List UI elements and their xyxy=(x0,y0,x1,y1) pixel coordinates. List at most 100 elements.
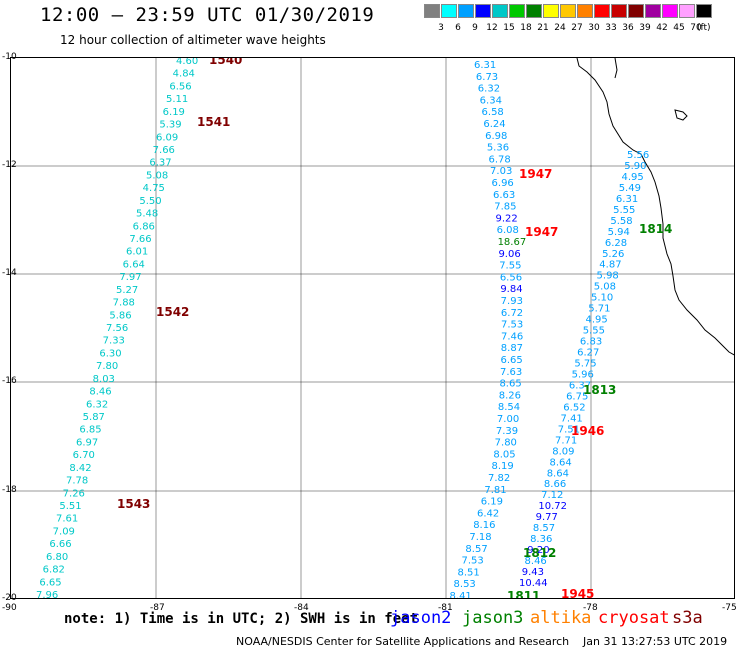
swh-reading: 8.41 xyxy=(450,591,472,599)
legend-swatch xyxy=(560,4,576,18)
swh-reading: 7.12 xyxy=(541,490,563,501)
swh-reading: 9.06 xyxy=(498,249,520,260)
lake-shape xyxy=(674,109,688,121)
swh-reading: 4.95 xyxy=(585,315,607,326)
timestamp: Jan 31 13:27:53 UTC 2019 xyxy=(583,635,728,648)
legend-swatch xyxy=(611,4,627,18)
swh-reading: 7.41 xyxy=(561,413,583,424)
swh-reading: 8.03 xyxy=(93,374,115,385)
swh-reading: 6.97 xyxy=(76,437,98,448)
swh-reading: 9.77 xyxy=(536,512,558,523)
swh-reading: 7.66 xyxy=(129,234,151,245)
x-axis-tick-label: -78 xyxy=(583,603,598,613)
swh-reading: 6.56 xyxy=(169,81,191,92)
swh-reading: 7.82 xyxy=(488,473,510,484)
swh-reading: 8.64 xyxy=(547,468,569,479)
swh-reading: 7.56 xyxy=(106,323,128,334)
swh-reading: 7.18 xyxy=(469,532,491,543)
swh-reading: 6.37 xyxy=(569,380,591,391)
swh-reading: 5.75 xyxy=(574,359,596,370)
pass-label: 1947 xyxy=(525,225,558,239)
swh-reading: 6.65 xyxy=(500,355,522,366)
swh-reading: 6.82 xyxy=(43,565,65,576)
legend-label: 15 xyxy=(503,23,515,33)
swh-reading: 6.34 xyxy=(480,95,502,106)
swh-reading: 6.58 xyxy=(482,107,504,118)
legend-label: 27 xyxy=(571,23,583,33)
swh-reading: 6.19 xyxy=(163,107,185,118)
swh-reading: 8.57 xyxy=(465,544,487,555)
y-axis-tick-label: -20 xyxy=(2,593,17,603)
swh-reading: 8.19 xyxy=(491,461,513,472)
legend-label: 39 xyxy=(639,23,651,33)
swh-reading: 8.53 xyxy=(454,579,476,590)
swh-reading: 18.67 xyxy=(498,237,527,248)
footer-note: note: 1) Time is in UTC; 2) SWH is in fe… xyxy=(64,611,419,627)
legend-swatch xyxy=(441,4,457,18)
legend-swatch xyxy=(526,4,542,18)
swh-reading: 6.80 xyxy=(46,552,68,563)
pass-label: 1947 xyxy=(519,167,552,181)
map-title: 12:00 – 23:59 UTC 01/30/2019 xyxy=(40,4,375,26)
swh-reading: 5.11 xyxy=(166,94,188,105)
swh-reading: 6.19 xyxy=(481,497,503,508)
swh-reading: 7.88 xyxy=(113,298,135,309)
legend-label: 30 xyxy=(588,23,600,33)
swh-reading: 8.57 xyxy=(533,523,555,534)
swh-reading: 7.85 xyxy=(494,202,516,213)
swh-reading: 8.16 xyxy=(473,520,495,531)
y-axis-tick-label: -14 xyxy=(2,268,17,278)
swh-reading: 7.97 xyxy=(119,272,141,283)
swh-reading: 6.01 xyxy=(126,247,148,258)
legend-label: 24 xyxy=(554,23,566,33)
legend-label: 3 xyxy=(438,23,444,33)
swh-reading: 8.42 xyxy=(69,463,91,474)
legend-swatch xyxy=(594,4,610,18)
legend-label: 36 xyxy=(622,23,634,33)
y-axis-tick-label: -18 xyxy=(2,485,17,495)
legend-unit: (ft) xyxy=(697,23,711,33)
swh-reading: 8.46 xyxy=(89,387,111,398)
pass-label: 1540 xyxy=(209,58,242,67)
swh-reading: 5.10 xyxy=(591,293,613,304)
swh-reading: 7.55 xyxy=(499,261,521,272)
swh-reading: 4.87 xyxy=(599,260,621,271)
pass-label: 1814 xyxy=(639,222,672,236)
swh-reading: 9.22 xyxy=(495,213,517,224)
map-plot[interactable]: 4.60 4.84 6.56 5.11 6.19 5.39 6.09 7.66 6.37 5.08… xyxy=(10,57,735,599)
swh-reading: 5.39 xyxy=(159,120,181,131)
swh-reading: 5.71 xyxy=(588,304,610,315)
satellite-label-jason2: jason2 xyxy=(390,608,452,628)
satellite-label-s3a: s3a xyxy=(672,608,703,628)
legend-swatch xyxy=(662,4,678,18)
swh-reading: 6.27 xyxy=(577,348,599,359)
swh-reading: 5.27 xyxy=(116,285,138,296)
swh-reading: 8.64 xyxy=(549,457,571,468)
swh-reading: 5.56 xyxy=(627,150,649,161)
x-axis-tick-label: -87 xyxy=(150,603,165,613)
swh-reading: 8.51 xyxy=(458,567,480,578)
swh-reading: 7.66 xyxy=(153,145,175,156)
swh-reading: 5.36 xyxy=(487,143,509,154)
swh-reading: 5.55 xyxy=(583,326,605,337)
credit-line: NOAA/NESDIS Center for Satellite Applica… xyxy=(236,635,570,648)
legend-swatch xyxy=(628,4,644,18)
map-subtitle: 12 hour collection of altimeter wave hei… xyxy=(60,33,326,47)
legend-swatch xyxy=(645,4,661,18)
pass-label: 1812 xyxy=(523,546,556,560)
swh-reading: 7.81 xyxy=(484,485,506,496)
swh-reading: 6.24 xyxy=(483,119,505,130)
swh-reading: 7.61 xyxy=(56,514,78,525)
pass-label: 1811 xyxy=(507,589,540,599)
legend-swatch xyxy=(458,4,474,18)
legend-label: 45 xyxy=(673,23,685,33)
swh-reading: 7.09 xyxy=(53,526,75,537)
swh-reading: 6.37 xyxy=(149,158,171,169)
swh-reading: 9.84 xyxy=(500,284,522,295)
legend-label: 9 xyxy=(472,23,478,33)
swh-reading: 6.56 xyxy=(500,272,522,283)
swh-reading: 6.32 xyxy=(478,84,500,95)
swh-reading: 7.63 xyxy=(500,367,522,378)
swh-reading: 5.98 xyxy=(597,271,619,282)
coastline-inland xyxy=(614,58,618,79)
